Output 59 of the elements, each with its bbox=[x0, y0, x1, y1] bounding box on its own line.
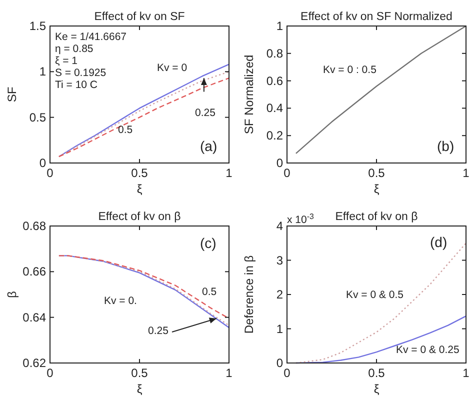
annotation: Ti = 10 C bbox=[55, 79, 98, 91]
annotation: Kv = 0 : 0.5 bbox=[323, 64, 377, 76]
x-axis-title: ξ bbox=[374, 382, 380, 396]
annotation: (a) bbox=[200, 138, 218, 154]
y-tick-label: 0.8 bbox=[266, 46, 284, 60]
y-tick-label: 0.4 bbox=[266, 101, 284, 116]
chart-title: Effect of kv on β bbox=[98, 211, 182, 223]
y-tick-label: 0 bbox=[276, 356, 284, 370]
y-tick-label: 0.66 bbox=[22, 264, 46, 279]
y-tick-label: 0.2 bbox=[266, 128, 284, 143]
y-tick-label: 1.5 bbox=[29, 19, 46, 33]
y-tick-label: 1 bbox=[39, 64, 46, 79]
annotation: S = 0.1925 bbox=[55, 67, 106, 79]
x-tick-label: 0.5 bbox=[131, 366, 148, 380]
y-tick-label: 3 bbox=[276, 253, 284, 268]
annotation: Kv = 0 & 0.5 bbox=[346, 289, 404, 301]
y-axis-title: β bbox=[5, 290, 19, 298]
y-tick-label: 0 bbox=[39, 156, 46, 170]
y-tick-label: 0 bbox=[276, 156, 284, 170]
x-axis-title: ξ bbox=[374, 182, 380, 196]
x-tick-label: 1 bbox=[462, 166, 470, 180]
annotation: Kv = 0 & 0.25 bbox=[396, 344, 460, 356]
x-tick-label: 0.5 bbox=[131, 166, 148, 180]
y-axis-title: SF bbox=[5, 86, 19, 102]
annotation: (d) bbox=[430, 234, 448, 250]
annotation: 0.25 bbox=[195, 107, 216, 119]
x-tick-label: 1 bbox=[462, 366, 470, 380]
y-tick-label: 4 bbox=[276, 219, 284, 233]
chart-title: Effect of kv on SF Normalized bbox=[300, 11, 452, 23]
y-axis-title: Deference in β bbox=[242, 255, 256, 334]
annotation: Kv = 0. bbox=[104, 295, 137, 307]
annotation: 0.5 bbox=[118, 124, 133, 136]
chart-title: Effect of kv on SF bbox=[94, 11, 185, 23]
x-axis-title: ξ bbox=[136, 182, 143, 196]
x-tick-label: 1 bbox=[226, 366, 233, 380]
annotation: (b) bbox=[437, 138, 454, 154]
line-series bbox=[295, 25, 467, 154]
annotation: Kv = 0 bbox=[157, 62, 188, 74]
y-tick-label: 1 bbox=[276, 322, 284, 336]
y-tick-label: 0.68 bbox=[22, 219, 46, 233]
annotation: x 10$^{-3}$ bbox=[287, 212, 314, 226]
y-tick-label: 1 bbox=[276, 19, 284, 33]
y-axis-title: SF Normalized bbox=[242, 54, 256, 134]
annotation: ξ = 1 bbox=[55, 55, 78, 67]
y-tick-label: 0.6 bbox=[266, 74, 284, 88]
y-tick-label: 2 bbox=[276, 288, 284, 302]
y-tick-label: 0.64 bbox=[22, 310, 46, 324]
annotation: Ke = 1/41.6667 bbox=[55, 31, 127, 43]
annotation: 0.25 bbox=[148, 325, 169, 337]
annotation: 0.5 bbox=[202, 286, 217, 298]
x-tick-label: 0.5 bbox=[368, 366, 386, 380]
x-tick-label: 0.5 bbox=[368, 166, 386, 180]
chart-title: Effect of kv on β bbox=[335, 211, 418, 223]
x-tick-label: 1 bbox=[226, 166, 233, 180]
annotation: (c) bbox=[200, 235, 216, 251]
annotation: η = 0.85 bbox=[55, 43, 94, 55]
y-tick-label: 0.62 bbox=[22, 356, 46, 370]
y-tick-label: 0.5 bbox=[29, 110, 46, 124]
x-axis-title: ξ bbox=[136, 382, 143, 396]
